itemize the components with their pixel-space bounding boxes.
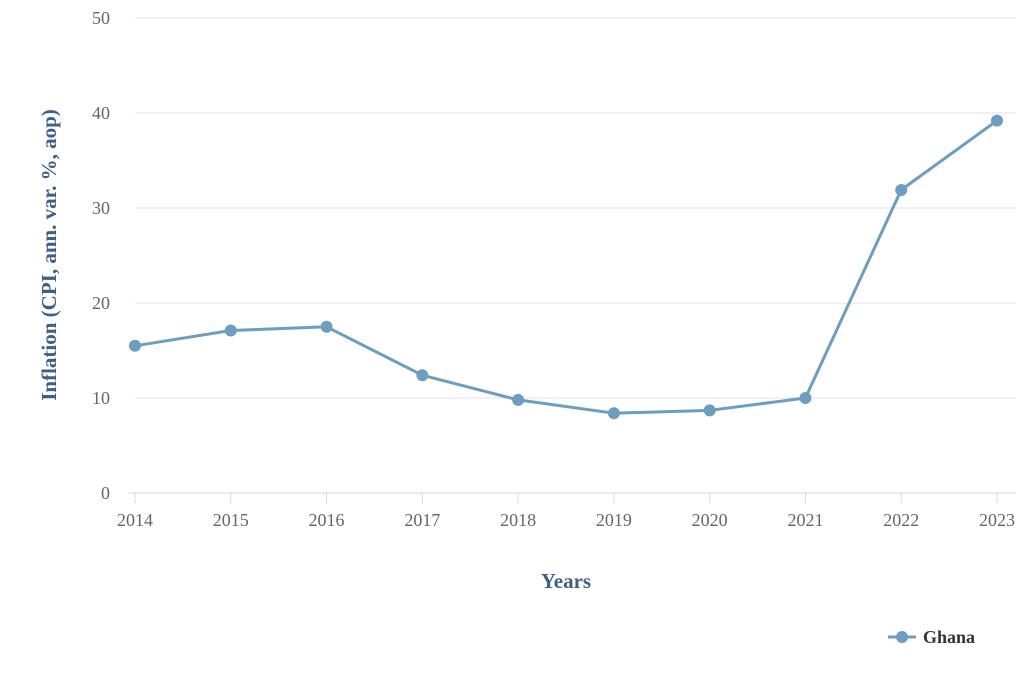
legend[interactable]: Ghana [888, 627, 975, 647]
x-tick-label: 2021 [787, 510, 823, 530]
x-axis-title: Years [541, 569, 591, 593]
data-point[interactable] [512, 393, 525, 406]
legend-dot-marker [896, 631, 908, 643]
legend-item-ghana[interactable]: Ghana [923, 627, 975, 647]
x-tick-label: 2015 [213, 510, 249, 530]
gridlines [135, 17, 1016, 399]
y-tick-label: 30 [92, 198, 110, 218]
data-point[interactable] [224, 324, 237, 337]
y-tick-label: 20 [92, 293, 110, 313]
x-axis-tick-labels: 2014 2015 2016 2017 2018 2019 2020 2021 2022 2023 [117, 510, 1015, 530]
data-point[interactable] [416, 369, 429, 382]
data-point[interactable] [895, 183, 908, 196]
x-tick-label: 2022 [883, 510, 919, 530]
x-tick-label: 2020 [692, 510, 728, 530]
x-tick-label: 2019 [596, 510, 632, 530]
x-tick-label: 2018 [500, 510, 536, 530]
data-point[interactable] [129, 339, 141, 352]
y-tick-label: 40 [92, 103, 110, 123]
x-tick-label: 2023 [979, 510, 1015, 530]
x-axis [128, 492, 1016, 503]
x-tick-label: 2017 [404, 510, 440, 530]
x-tick-label: 2016 [309, 510, 345, 530]
series-line-ghana [133, 119, 999, 415]
y-axis-tick-labels: 0 10 20 30 40 50 [92, 8, 110, 503]
y-tick-label: 50 [92, 8, 110, 28]
data-point[interactable] [320, 320, 333, 333]
data-point[interactable] [799, 392, 812, 404]
data-point[interactable] [703, 404, 716, 417]
y-tick-label: 0 [101, 483, 110, 503]
x-tick-label: 2014 [117, 510, 153, 530]
y-tick-label: 10 [92, 388, 110, 408]
series-ghana[interactable] [129, 114, 1003, 420]
data-point[interactable] [607, 407, 620, 420]
y-axis-title: Inflation (CPI, ann. var. %, aop) [37, 109, 61, 401]
data-point[interactable] [991, 114, 1003, 127]
